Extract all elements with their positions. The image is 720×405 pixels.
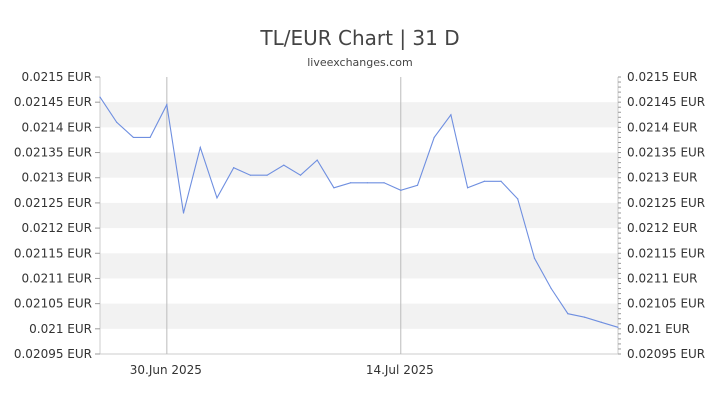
data-point bbox=[199, 146, 201, 149]
grid-band bbox=[100, 253, 618, 279]
left-y-tick-label: 0.0211 EUR bbox=[21, 271, 92, 285]
x-tick-label: 30.Jun 2025 bbox=[130, 363, 202, 377]
data-point bbox=[433, 136, 435, 139]
right-y-tick-label: 0.0213 EUR bbox=[627, 171, 698, 185]
left-y-tick-label: 0.0215 EUR bbox=[21, 70, 92, 84]
grid-band bbox=[100, 202, 618, 229]
data-point bbox=[132, 136, 135, 139]
data-point bbox=[617, 326, 619, 328]
right-y-tick-label: 0.0214 EUR bbox=[627, 120, 698, 134]
right-y-tick-label: 0.02095 EUR bbox=[627, 347, 705, 361]
left-y-tick-label: 0.0212 EUR bbox=[21, 221, 92, 235]
data-point bbox=[350, 182, 352, 184]
right-y-tick-label: 0.02125 EUR bbox=[627, 196, 705, 210]
data-point bbox=[249, 174, 251, 176]
data-point bbox=[400, 189, 402, 191]
right-y-tick-label: 0.02145 EUR bbox=[627, 95, 705, 109]
right-y-tick-label: 0.02115 EUR bbox=[627, 246, 705, 260]
x-tick-label: 14.Jul 2025 bbox=[366, 363, 434, 377]
left-y-tick-label: 0.02105 EUR bbox=[14, 297, 92, 311]
data-point bbox=[500, 180, 502, 182]
grid-band bbox=[100, 303, 618, 329]
data-point bbox=[316, 159, 318, 161]
data-point bbox=[517, 198, 519, 200]
data-point bbox=[483, 180, 485, 182]
chart-subtitle: liveexchanges.com bbox=[307, 56, 413, 69]
data-point bbox=[450, 114, 452, 116]
grid-band bbox=[100, 102, 618, 128]
data-point bbox=[182, 212, 185, 214]
data-point bbox=[467, 187, 469, 189]
right-y-tick-label: 0.02105 EUR bbox=[627, 297, 705, 311]
data-point bbox=[149, 136, 151, 139]
data-point bbox=[283, 164, 285, 166]
left-y-tick-label: 0.02135 EUR bbox=[14, 146, 92, 160]
left-y-tick-label: 0.02125 EUR bbox=[14, 196, 92, 210]
series-line bbox=[99, 96, 619, 328]
grid-band bbox=[100, 152, 618, 178]
left-y-tick-label: 0.0213 EUR bbox=[21, 171, 92, 185]
data-point bbox=[99, 96, 101, 98]
right-y-tick-label: 0.02135 EUR bbox=[627, 146, 705, 160]
data-point bbox=[116, 121, 118, 123]
right-y-tick-label: 0.0211 EUR bbox=[627, 271, 698, 285]
right-y-tick-label: 0.0215 EUR bbox=[627, 70, 698, 84]
left-y-tick-label: 0.02145 EUR bbox=[14, 95, 92, 109]
data-point bbox=[550, 287, 552, 290]
left-y-tick-label: 0.02115 EUR bbox=[14, 246, 92, 260]
data-point bbox=[567, 313, 569, 315]
data-point bbox=[600, 321, 602, 323]
data-point bbox=[383, 182, 385, 184]
left-y-tick-label: 0.021 EUR bbox=[29, 322, 92, 336]
data-point bbox=[166, 104, 168, 106]
left-y-tick-label: 0.02095 EUR bbox=[14, 347, 92, 361]
data-point bbox=[266, 174, 268, 176]
right-y-tick-label: 0.021 EUR bbox=[627, 322, 690, 336]
chart-title: TL/EUR Chart | 31 D bbox=[260, 26, 460, 50]
data-point bbox=[233, 167, 235, 169]
data-point bbox=[583, 316, 586, 318]
right-y-tick-label: 0.0212 EUR bbox=[627, 221, 698, 235]
data-point bbox=[533, 257, 536, 259]
data-point bbox=[333, 187, 335, 189]
left-y-tick-label: 0.0214 EUR bbox=[21, 120, 92, 134]
data-point bbox=[216, 197, 218, 199]
data-point bbox=[416, 184, 419, 186]
data-point bbox=[366, 182, 368, 184]
data-point bbox=[299, 174, 302, 176]
